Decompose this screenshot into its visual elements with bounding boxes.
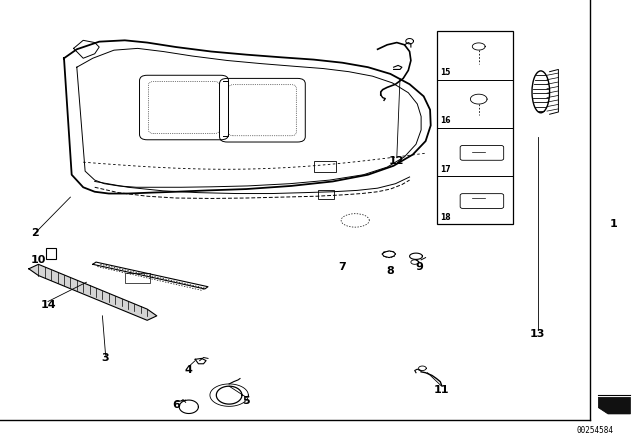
Polygon shape [29,264,157,320]
Text: 4: 4 [185,365,193,375]
Text: 17: 17 [440,164,451,173]
Polygon shape [93,262,208,289]
Text: 6: 6 [172,401,180,410]
Bar [46,248,56,259]
Text: 5: 5 [243,396,250,406]
Text: 12: 12 [389,156,404,166]
Bar [314,161,336,172]
Text: 16: 16 [440,116,451,125]
Bar [437,31,513,224]
Text: 1: 1 [609,219,617,229]
Text: 15: 15 [440,68,451,77]
Bar [125,273,150,283]
Text: 00254584: 00254584 [576,426,613,435]
Text: 3: 3 [102,353,109,363]
Text: 2: 2 [31,228,39,238]
Text: 9: 9 [415,262,423,271]
Bar [318,190,334,199]
Text: 7: 7 [339,262,346,271]
Text: 10: 10 [31,255,46,265]
Text: 14: 14 [40,300,56,310]
Polygon shape [598,397,630,414]
Text: 8: 8 [387,266,394,276]
Text: 18: 18 [440,213,451,222]
Text: 11: 11 [434,385,449,395]
Text: 13: 13 [530,329,545,339]
